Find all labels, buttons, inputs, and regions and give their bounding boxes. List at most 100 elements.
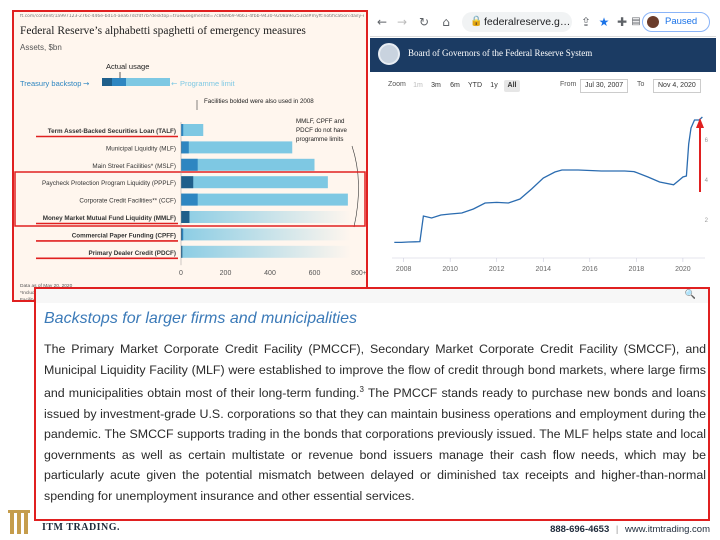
limits-note-1: MMLF, CPFF and: [296, 118, 345, 125]
itm-logo-text: ITM TRADING.: [42, 522, 120, 533]
fed-y-tick-label: 4: [705, 178, 709, 184]
doc-footnote-ref: 3: [359, 385, 364, 394]
logo-brand-line1: ITM: [42, 522, 64, 533]
backstop-bar: [181, 158, 198, 171]
fed-x-tick-label: 2020: [675, 266, 691, 273]
reload-icon[interactable]: ↻: [418, 15, 430, 29]
fed-y-tick-label: 2: [705, 218, 709, 224]
bookmark-star-icon[interactable]: ★: [598, 15, 610, 29]
limit-bar: [181, 176, 328, 189]
ft-underlines: [36, 135, 178, 260]
bold-note: Facilities bolded were also used in 2008: [204, 98, 314, 105]
limits-note-bracket: [351, 145, 359, 228]
legend-actual-usage: Actual usage: [106, 62, 149, 71]
zoom-6m-button[interactable]: 6m: [450, 82, 460, 89]
legend-swatch-backstop: [112, 78, 126, 86]
actual-bar: [181, 245, 183, 258]
category-label: Corporate Credit Facilities** (CCF): [79, 198, 176, 205]
extensions-icon[interactable]: ✚: [616, 15, 628, 29]
doc-body-text-cont: The PMCCF stands ready to purchase new b…: [44, 386, 706, 503]
footer-phone[interactable]: 888-696-4653: [550, 524, 610, 535]
reading-list-icon[interactable]: ▤: [631, 16, 641, 27]
share-icon[interactable]: ⇪: [580, 15, 592, 29]
fed-x-tick-label: 2014: [535, 266, 551, 273]
lock-icon: 🔒: [470, 16, 483, 27]
category-label: Primary Dealer Credit (PDCF): [89, 250, 176, 257]
doc-heading: Backstops for larger firms and municipal…: [44, 310, 358, 327]
no-limit-track: [181, 228, 351, 241]
doc-body-text: The Primary Market Corporate Credit Faci…: [44, 342, 706, 401]
x-tick-label: 800+: [351, 270, 366, 277]
fed-browser-window: ← → ↻ ⌂ 🔒 federalreserve.g… ⇪ ★ ✚ ▤ Paus…: [370, 8, 716, 288]
footer-contact: 888-696-4653 | www.itmtrading.com: [550, 524, 710, 535]
ft-chart-subtitle: Assets, $bn: [20, 43, 62, 52]
fed-assets-line: [394, 116, 703, 244]
zoom-ytd-button[interactable]: YTD: [468, 82, 482, 89]
ccf-highlight-box: [14, 171, 366, 227]
doc-body: The Primary Market Corporate Credit Faci…: [44, 339, 706, 506]
fed-balance-sheet-chart: 2008 2010 2012 2014 2016 2018 2020 2 4 6: [392, 116, 709, 273]
profile-status-label: Paused: [665, 16, 698, 27]
x-tick-label: 200: [220, 270, 232, 277]
chart-range-controls: Zoom 1m 3m 6m YTD 1y All From Jul 30, 20…: [370, 78, 716, 94]
forward-icon[interactable]: →: [396, 15, 408, 29]
search-icon[interactable]: 🔍: [684, 290, 696, 300]
ft-url-bar: ft.com/content/1a997123-276c-446e-bd14-a…: [20, 14, 364, 19]
fed-axes: 2008 2010 2012 2014 2016 2018 2020 2 4 6: [392, 138, 709, 273]
limit-bar: [181, 124, 204, 136]
legend-swatch-limit: [126, 78, 170, 86]
from-date-input[interactable]: Jul 30, 2007: [580, 79, 629, 93]
actual-bar: [181, 228, 183, 241]
limit-bar: [181, 193, 348, 206]
logo-brand-line2: TRADING.: [66, 522, 121, 533]
itm-logo-mark: [8, 510, 30, 534]
category-label: Money Market Mutual Fund Liquidity (MMLF…: [43, 215, 176, 222]
profile-paused-button[interactable]: Paused: [642, 12, 710, 32]
to-date-input[interactable]: Nov 4, 2020: [653, 79, 701, 93]
limit-bar: [181, 158, 315, 171]
zoom-1m-button[interactable]: 1m: [413, 82, 423, 89]
legend-arrow-left: ←: [171, 79, 177, 88]
footnote-line: Data as of May 20, 2020: [20, 283, 73, 289]
document-excerpt: 🔍 Backstops for larger firms and municip…: [34, 287, 710, 521]
no-limit-track: [181, 245, 351, 258]
fed-x-tick-label: 2010: [442, 266, 458, 273]
category-label: Term Asset-Backed Securities Loan (TALF): [48, 128, 176, 135]
red-arrow-head: [696, 118, 704, 128]
zoom-all-button[interactable]: All: [504, 80, 520, 92]
fed-header: Board of Governors of the Federal Reserv…: [370, 38, 716, 72]
footer-website[interactable]: www.itmtrading.com: [625, 524, 710, 535]
back-icon[interactable]: ←: [376, 15, 388, 29]
limits-note-3: programme limits: [296, 136, 343, 143]
fed-x-tick-label: 2016: [582, 266, 598, 273]
category-label: Commercial Paper Funding (CPFF): [72, 232, 176, 239]
avatar: [647, 16, 659, 28]
fed-x-tick-label: 2018: [629, 266, 645, 273]
x-tick-label: 0: [179, 270, 183, 277]
from-label: From: [560, 81, 577, 88]
browser-toolbar: ← → ↻ ⌂ 🔒 federalreserve.g… ⇪ ★ ✚ ▤ Paus…: [370, 8, 716, 37]
no-limit-track: [181, 211, 351, 223]
ft-bars-group: [181, 124, 351, 258]
zoom-label: Zoom: [388, 81, 406, 88]
ft-chart-panel: ft.com/content/1a997123-276c-446e-bd14-a…: [12, 10, 368, 302]
fed-y-tick-label: 6: [705, 138, 709, 144]
ft-bar-chart: Actual usage Treasury backstop → ← Progr…: [14, 62, 366, 300]
fed-x-tick-label: 2008: [396, 266, 412, 273]
doc-toolbar-strip: 🔍: [36, 289, 708, 303]
home-icon[interactable]: ⌂: [442, 15, 450, 29]
actual-bar: [181, 211, 190, 223]
url-text: federalreserve.g…: [484, 16, 571, 28]
category-label: Municipal Liquidity (MLF): [106, 145, 176, 152]
fed-seal-logo: [378, 43, 400, 65]
fed-site-title[interactable]: Board of Governors of the Federal Reserv…: [408, 48, 593, 58]
ft-x-ticks: 0 200 400 600 800+: [179, 122, 366, 277]
footer: [0, 522, 720, 540]
zoom-3m-button[interactable]: 3m: [431, 82, 441, 89]
legend-arrow-right: →: [83, 79, 89, 88]
address-bar[interactable]: 🔒 federalreserve.g…: [462, 12, 572, 32]
to-label: To: [637, 81, 645, 88]
x-tick-label: 400: [264, 270, 276, 277]
zoom-1y-button[interactable]: 1y: [490, 82, 498, 89]
limits-note-2: PDCF do not have: [296, 127, 347, 134]
